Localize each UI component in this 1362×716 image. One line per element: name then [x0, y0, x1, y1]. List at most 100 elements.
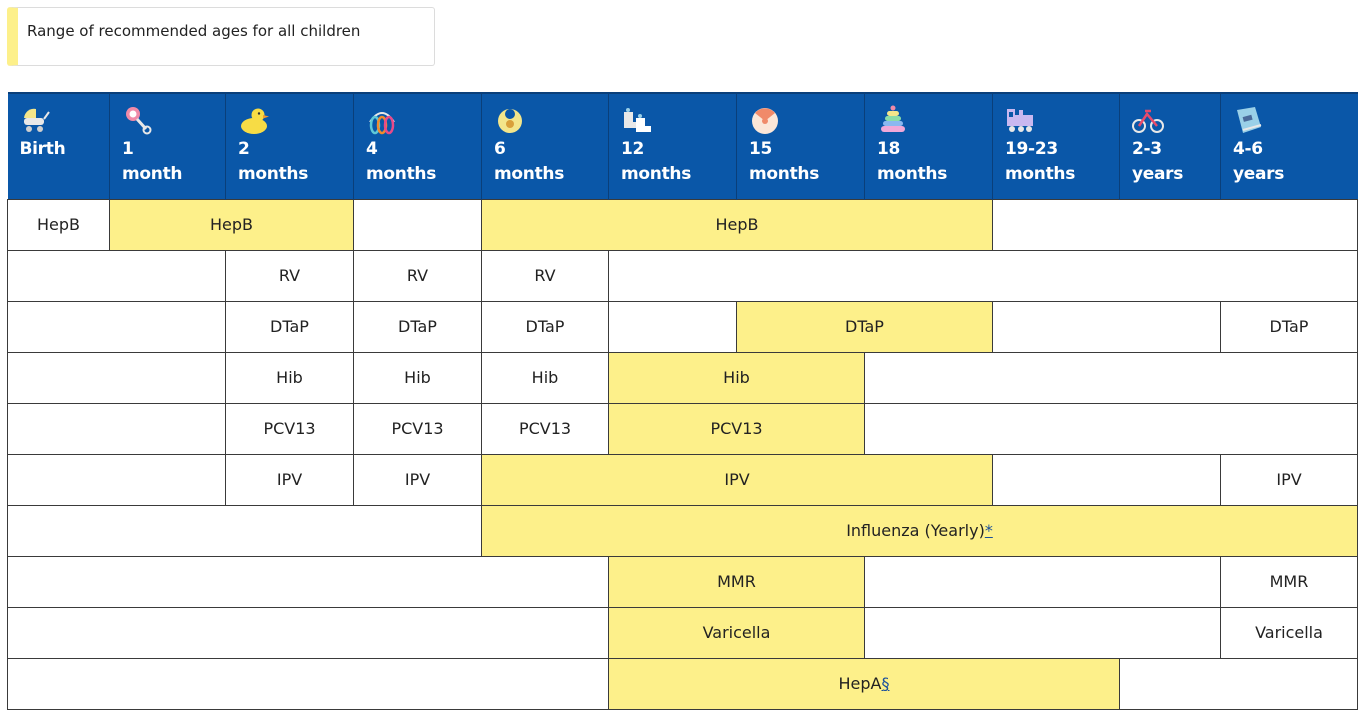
rattle-icon — [122, 104, 154, 136]
row-mmr: MMR MMR — [7, 555, 1358, 608]
row-hib: Hib Hib Hib Hib — [7, 351, 1358, 404]
age-label-line1: 19-23 — [1005, 139, 1058, 159]
hib-4-months-cell: Hib — [353, 351, 482, 404]
rv-6-months-cell: RV — [481, 249, 609, 302]
age-label-line2: months — [366, 164, 437, 184]
rubber-duck-icon — [238, 104, 270, 136]
age-label-line2: months — [749, 164, 820, 184]
age-label-line1: 2 — [238, 139, 250, 159]
rings-toy-icon — [366, 104, 398, 136]
header-birth: Birth — [7, 92, 110, 199]
empty-cell — [992, 453, 1221, 506]
header-2-months: 2 months — [225, 92, 354, 199]
empty-cell — [7, 249, 226, 302]
hib-2-months-cell: Hib — [225, 351, 354, 404]
age-label-line2: years — [1233, 164, 1285, 184]
age-label-line1: 4 — [366, 139, 378, 159]
pcv13-6-months-cell: PCV13 — [481, 402, 609, 455]
dtap-4-months-cell: DTaP — [353, 300, 482, 353]
empty-cell — [7, 555, 609, 608]
row-hepa: HepA§ — [7, 657, 1358, 710]
dtap-4-6-years-cell: DTaP — [1220, 300, 1358, 353]
empty-cell — [7, 606, 609, 659]
empty-cell — [864, 555, 1221, 608]
varicella-4-6-years-cell: Varicella — [1220, 606, 1358, 659]
dtap-2-months-cell: DTaP — [225, 300, 354, 353]
influenza-range-cell: Influenza (Yearly)* — [481, 504, 1358, 557]
age-label-line2: years — [1132, 164, 1184, 184]
hepb-range-cell: HepB — [109, 198, 354, 251]
mmr-range-cell: MMR — [608, 555, 865, 608]
pcv13-range-cell: PCV13 — [608, 402, 865, 455]
influenza-label: Influenza (Yearly) — [846, 521, 985, 540]
legend-text: Range of recommended ages for all childr… — [27, 22, 361, 40]
legend-box: Range of recommended ages for all childr… — [7, 7, 435, 66]
hepa-footnote-link[interactable]: § — [881, 674, 890, 693]
age-label-line2: months — [877, 164, 948, 184]
immunization-schedule-table: Birth 1 month 2 months — [7, 92, 1358, 710]
age-label-line1: 15 — [749, 139, 773, 159]
row-pcv13: PCV13 PCV13 PCV13 PCV13 — [7, 402, 1358, 455]
empty-cell — [992, 300, 1221, 353]
header-12-months: 12 months — [608, 92, 737, 199]
header-18-months: 18 months — [864, 92, 993, 199]
age-label-line2: months — [621, 164, 692, 184]
pcv13-2-months-cell: PCV13 — [225, 402, 354, 455]
ipv-2-months-cell: IPV — [225, 453, 354, 506]
empty-cell — [7, 453, 226, 506]
ipv-range-cell: IPV — [481, 453, 993, 506]
header-6-months: 6 months — [481, 92, 609, 199]
header-15-months: 15 months — [736, 92, 865, 199]
varicella-range-cell: Varicella — [608, 606, 865, 659]
header-4-6-years: 4-6 years — [1220, 92, 1358, 199]
empty-cell — [864, 606, 1221, 659]
empty-cell — [7, 351, 226, 404]
baby-shoes-icon — [621, 104, 653, 136]
age-header-row: Birth 1 month 2 months — [7, 92, 1358, 199]
influenza-footnote-link[interactable]: * — [984, 521, 993, 540]
row-rv: RV RV RV — [7, 249, 1358, 302]
tricycle-icon — [1132, 104, 1164, 136]
rv-4-months-cell: RV — [353, 249, 482, 302]
row-dtap: DTaP DTaP DTaP DTaP DTaP — [7, 300, 1358, 353]
hib-range-cell: Hib — [608, 351, 865, 404]
row-hepb: HepB HepB HepB — [7, 198, 1358, 251]
age-label-line1: 18 — [877, 139, 901, 159]
age-label-line2: months — [494, 164, 565, 184]
empty-cell — [353, 198, 482, 251]
header-2-3-years: 2-3 years — [1119, 92, 1221, 199]
row-ipv: IPV IPV IPV IPV — [7, 453, 1358, 506]
hepb-range-cell: HepB — [481, 198, 993, 251]
header-4-months: 4 months — [353, 92, 482, 199]
dtap-6-months-cell: DTaP — [481, 300, 609, 353]
ipv-4-6-years-cell: IPV — [1220, 453, 1358, 506]
baby-carriage-icon — [20, 104, 52, 136]
empty-cell — [7, 504, 482, 557]
age-label-line1: 4-6 — [1233, 139, 1263, 159]
header-19-23-months: 19-23 months — [992, 92, 1120, 199]
empty-cell — [864, 402, 1358, 455]
age-label-line1: 6 — [494, 139, 506, 159]
empty-cell — [608, 249, 1358, 302]
toy-train-icon — [1005, 104, 1037, 136]
hib-6-months-cell: Hib — [481, 351, 609, 404]
book-icon — [1233, 104, 1265, 136]
ball-icon — [749, 104, 781, 136]
rv-2-months-cell: RV — [225, 249, 354, 302]
header-1-month: 1 month — [109, 92, 226, 199]
age-label-line1: 1 — [122, 139, 134, 159]
empty-cell — [864, 351, 1358, 404]
pcv13-4-months-cell: PCV13 — [353, 402, 482, 455]
age-label-line1: 12 — [621, 139, 645, 159]
empty-cell — [7, 657, 609, 710]
empty-cell — [7, 402, 226, 455]
hepa-range-cell: HepA§ — [608, 657, 1120, 710]
empty-cell — [7, 300, 226, 353]
age-label-line1: 2-3 — [1132, 139, 1162, 159]
empty-cell — [992, 198, 1358, 251]
ipv-4-months-cell: IPV — [353, 453, 482, 506]
hepb-birth-cell: HepB — [7, 198, 110, 251]
stacking-rings-icon — [877, 104, 909, 136]
row-varicella: Varicella Varicella — [7, 606, 1358, 659]
empty-cell — [608, 300, 737, 353]
